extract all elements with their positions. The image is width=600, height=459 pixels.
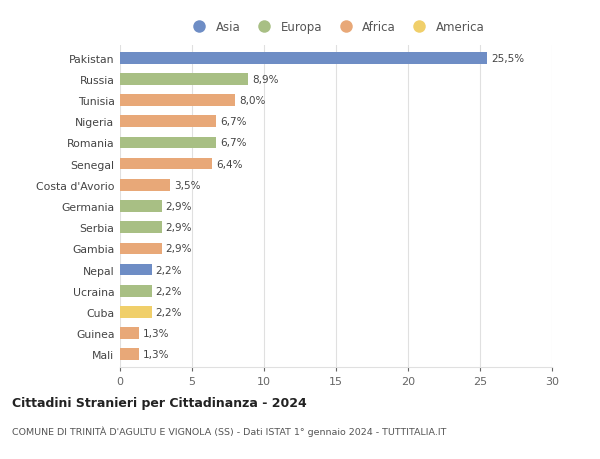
Text: 2,9%: 2,9% <box>166 202 192 212</box>
Bar <box>120 201 162 213</box>
Text: 1,3%: 1,3% <box>142 349 169 359</box>
Legend: Asia, Europa, Africa, America: Asia, Europa, Africa, America <box>187 21 485 34</box>
Bar <box>120 137 217 149</box>
Bar <box>120 95 235 106</box>
Text: 2,2%: 2,2% <box>155 286 182 296</box>
Text: COMUNE DI TRINITÀ D'AGULTU E VIGNOLA (SS) - Dati ISTAT 1° gennaio 2024 - TUTTITA: COMUNE DI TRINITÀ D'AGULTU E VIGNOLA (SS… <box>12 425 446 436</box>
Text: 3,5%: 3,5% <box>174 180 200 190</box>
Text: 2,2%: 2,2% <box>155 307 182 317</box>
Bar <box>120 285 152 297</box>
Bar <box>120 328 139 339</box>
Text: 2,2%: 2,2% <box>155 265 182 275</box>
Text: 8,9%: 8,9% <box>252 75 278 85</box>
Text: 6,7%: 6,7% <box>220 117 247 127</box>
Bar <box>120 74 248 85</box>
Bar <box>120 53 487 64</box>
Bar <box>120 179 170 191</box>
Bar <box>120 349 139 360</box>
Text: 8,0%: 8,0% <box>239 96 265 106</box>
Bar <box>120 158 212 170</box>
Text: 1,3%: 1,3% <box>142 328 169 338</box>
Bar <box>120 222 162 234</box>
Bar <box>120 243 162 255</box>
Bar <box>120 116 217 128</box>
Bar <box>120 264 152 276</box>
Text: Cittadini Stranieri per Cittadinanza - 2024: Cittadini Stranieri per Cittadinanza - 2… <box>12 396 307 409</box>
Text: 2,9%: 2,9% <box>166 223 192 233</box>
Text: 25,5%: 25,5% <box>491 54 524 64</box>
Text: 6,7%: 6,7% <box>220 138 247 148</box>
Bar <box>120 307 152 318</box>
Text: 2,9%: 2,9% <box>166 244 192 254</box>
Text: 6,4%: 6,4% <box>216 159 242 169</box>
